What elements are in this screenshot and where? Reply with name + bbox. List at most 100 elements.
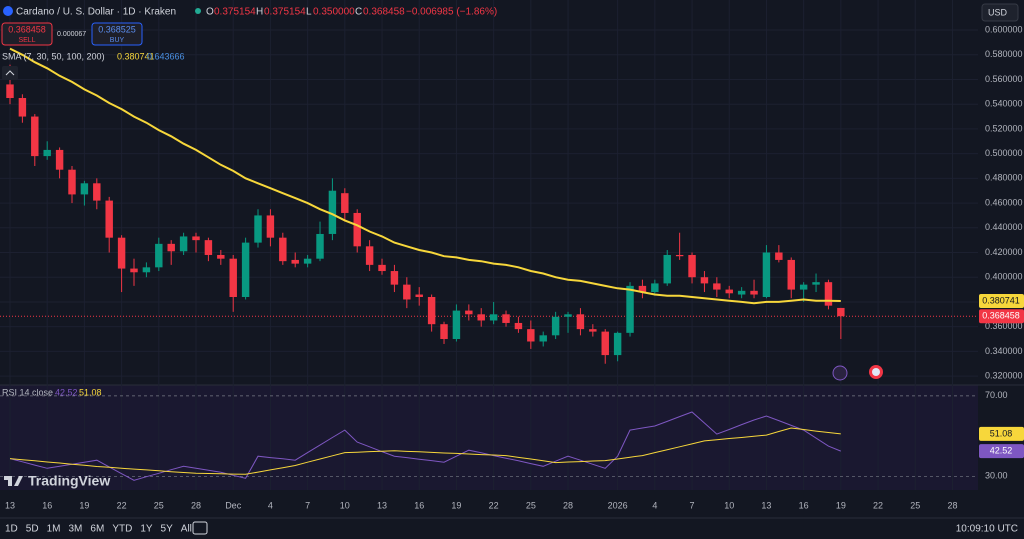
sell-button[interactable] — [1, 22, 53, 46]
x-tick-label: 16 — [799, 500, 809, 510]
x-tick-label: 10 — [340, 500, 350, 510]
date-range-icon[interactable] — [192, 521, 208, 535]
candle-body — [167, 243, 175, 252]
sell-label[interactable]: SELL — [18, 37, 35, 44]
candle-body — [204, 240, 213, 255]
last-price-tag-bg — [979, 309, 1024, 324]
candle-body — [700, 277, 709, 284]
candle-body — [105, 200, 113, 238]
x-tick-label: 25 — [526, 500, 536, 510]
candle-body — [365, 246, 374, 265]
candle-body — [192, 236, 200, 241]
y-tick-label: 0.320000 — [985, 370, 1023, 380]
sma-name: SMA (7, 30, 50, 100, 200) — [2, 51, 105, 61]
range-button[interactable]: 5Y — [161, 524, 174, 535]
y-tick-label: 0.360000 — [985, 321, 1023, 331]
event-icon[interactable] — [832, 365, 848, 381]
candle-body — [576, 314, 585, 330]
range-button[interactable]: 6M — [90, 524, 104, 535]
candle-body — [142, 267, 151, 273]
candle-body — [775, 252, 783, 260]
market-status — [195, 8, 201, 14]
buy-button[interactable] — [91, 22, 143, 46]
collapse-icon[interactable] — [5, 70, 15, 76]
change: −0.006985 (−1.86%) — [406, 7, 497, 18]
candle-body — [353, 212, 361, 247]
range-button[interactable]: YTD — [112, 524, 132, 535]
x-tick-label: Dec — [225, 500, 242, 510]
x-tick-label: 2026 — [608, 500, 628, 510]
candle-body — [80, 183, 89, 195]
plot: 13 16 19 22 25 28 Dec 4 7 10 13 16 19 22 25 28 2026 4 7 10 1… — [0, 0, 1024, 510]
x-tick-label: 28 — [191, 500, 201, 510]
spread: 0.000067 — [57, 31, 86, 38]
range-button[interactable]: 1Y — [140, 524, 153, 535]
candle-body — [241, 242, 250, 297]
x-tick-label: 25 — [154, 500, 164, 510]
c-label: C — [355, 7, 362, 18]
currency-button[interactable] — [981, 3, 1019, 22]
symbol-logo — [3, 6, 13, 16]
range-button[interactable]: All — [181, 524, 192, 535]
x-tick-label: 10 — [724, 500, 734, 510]
currency[interactable]: USD — [988, 7, 1008, 17]
candle-body — [18, 98, 27, 117]
candle-body — [626, 285, 634, 333]
sell-price[interactable]: 0.368458 — [8, 24, 46, 34]
candle-body — [787, 259, 795, 290]
candle-body — [43, 149, 51, 157]
x-tick-label: 13 — [5, 500, 15, 510]
y-tick-label: 0.340000 — [985, 346, 1023, 356]
range-button[interactable]: 1M — [47, 524, 61, 535]
y-tick-label: 0.460000 — [985, 197, 1023, 207]
buy-label[interactable]: BUY — [110, 37, 125, 44]
y-tick-label: 0.440000 — [985, 222, 1023, 232]
rsi-tag-bg — [979, 426, 1024, 441]
x-tick-label: 4 — [268, 500, 273, 510]
candle-body — [601, 331, 609, 356]
range-button[interactable]: 1D — [5, 524, 18, 535]
x-tick-label: 22 — [489, 500, 499, 510]
candle-body — [564, 314, 572, 317]
rsi-value: 42.52 — [55, 387, 78, 397]
candle-body — [675, 254, 684, 257]
sma-extra-value: 0.643666 — [147, 51, 185, 61]
brand-icon — [4, 476, 23, 486]
rsi-line — [9, 427, 841, 475]
range-button[interactable]: 5D — [26, 524, 39, 535]
sma-price-tag: 0.380741 — [982, 295, 1020, 305]
y-tick-label: 0.500000 — [985, 148, 1023, 158]
y-tick-label: 0.540000 — [985, 99, 1023, 109]
candle-body — [31, 116, 39, 157]
x-tick-label: 4 — [652, 500, 657, 510]
buy-price[interactable]: 0.368525 — [98, 24, 136, 34]
y-tick-label: 0.400000 — [985, 272, 1023, 282]
rsi-ma-value: 51.08 — [79, 387, 102, 397]
o-value: 0.375154 — [214, 7, 256, 18]
x-tick-label: 16 — [42, 500, 52, 510]
symbol-title: Cardano / U. S. Dollar · 1D · Kraken — [16, 7, 176, 18]
x-tick-label: 28 — [947, 500, 957, 510]
candle-body — [551, 316, 560, 336]
event-flag[interactable] — [872, 368, 880, 376]
candle-body — [303, 258, 312, 264]
x-tick-label: 22 — [873, 500, 883, 510]
candle-body — [465, 310, 473, 315]
clock: 10:09:10 UTC — [956, 524, 1018, 535]
x-tick-label: 7 — [690, 500, 695, 510]
candle-body — [403, 284, 411, 300]
candle-body — [489, 314, 498, 321]
candle-body — [527, 329, 535, 342]
collapse-button[interactable] — [2, 66, 18, 80]
rsi-line — [9, 411, 841, 481]
candle-body — [651, 283, 659, 293]
candle-body — [613, 332, 622, 356]
sma-price-tag-bg — [979, 294, 1024, 309]
sma-line — [9, 47, 841, 305]
x-tick-label: 19 — [451, 500, 461, 510]
range-button[interactable]: 3M — [69, 524, 83, 535]
h-value: 0.375154 — [264, 7, 306, 18]
x-tick-label: 28 — [563, 500, 573, 510]
l-value: 0.350000 — [313, 7, 355, 18]
